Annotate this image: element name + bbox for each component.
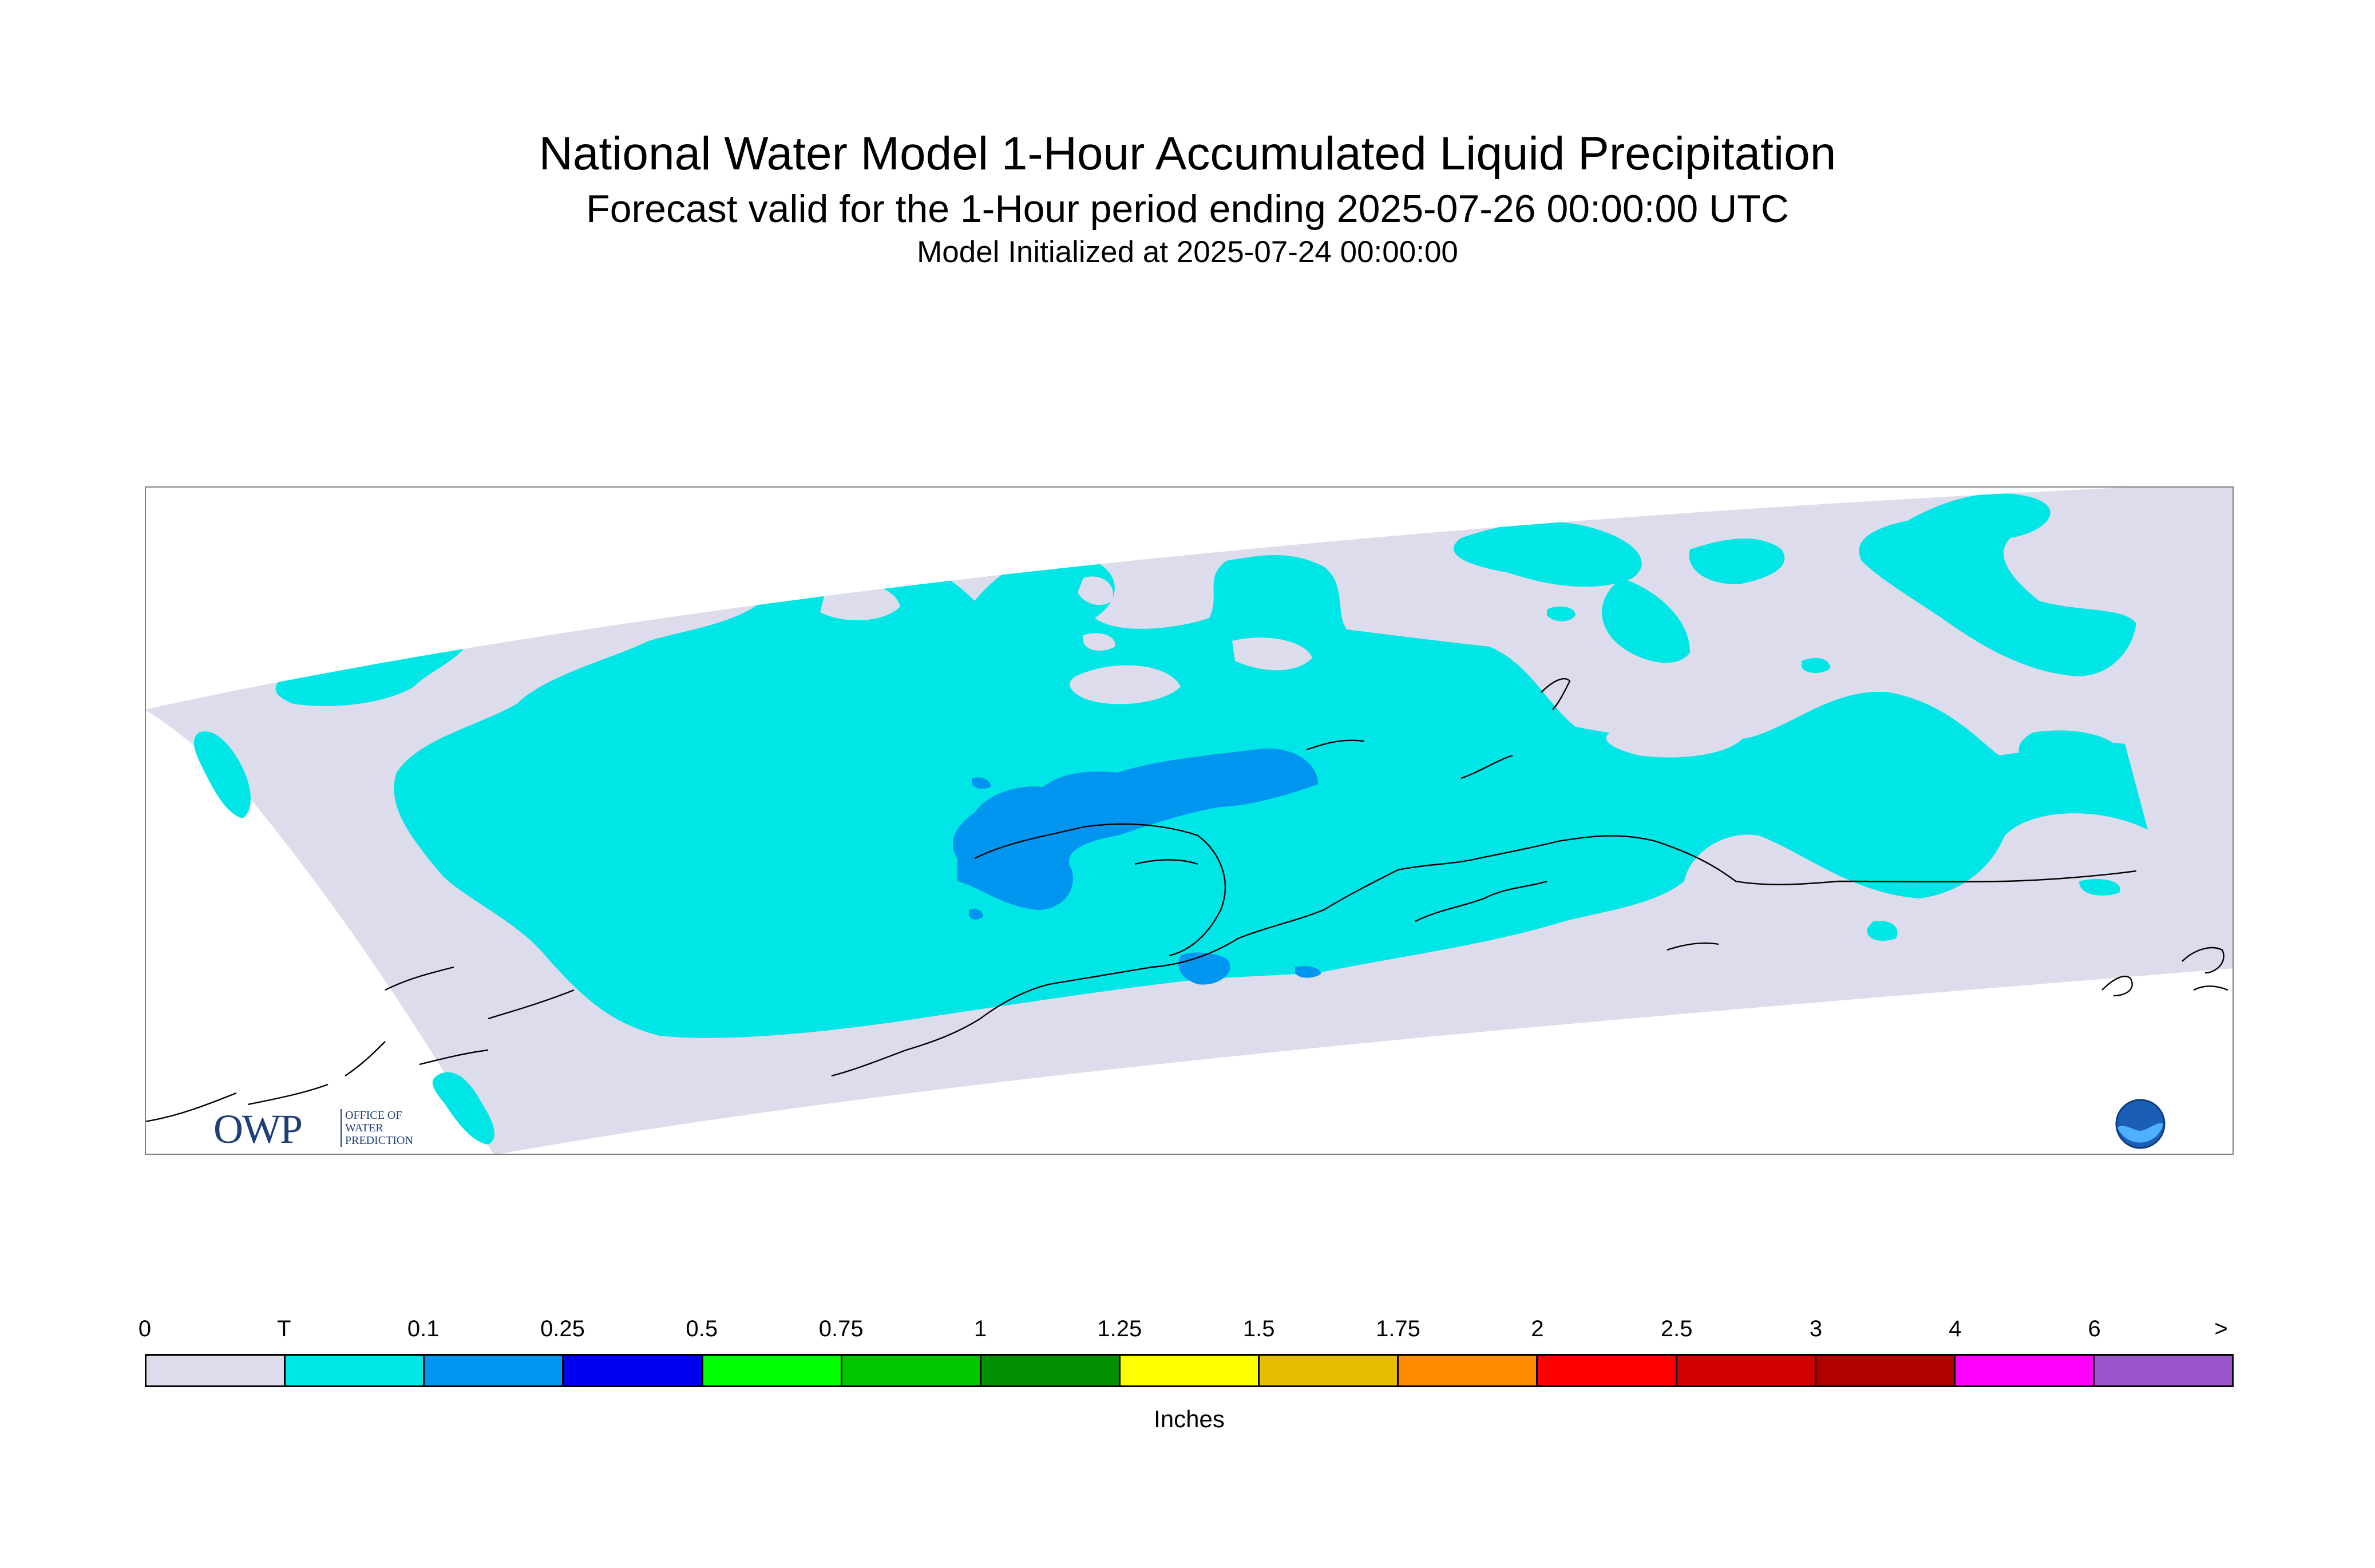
owp-logo: OWP OFFICE OF WATER PREDICTION: [213, 1106, 419, 1152]
model-init-line: Model Initialized at 2025-07-24 00:00:00: [917, 235, 1458, 269]
noaa-emblem-icon: [2115, 1099, 2166, 1149]
legend-swatch: [1399, 1356, 1538, 1385]
outside-domain-left: [145, 710, 494, 1155]
coastline: [145, 678, 2228, 1123]
legend-swatch: [1955, 1356, 2095, 1385]
map-canvas: [145, 486, 2234, 1155]
precip-light-areas: [952, 749, 1321, 985]
legend-label: 1.25: [1097, 1316, 1142, 1341]
legend-label: >: [2214, 1316, 2228, 1341]
legend-labels: 0 T 0.1 0.25 0.5 0.75 1 1.25 1.5 1.75 2 …: [138, 1316, 2234, 1351]
legend-label: 3: [1809, 1316, 1823, 1341]
legend-swatch: [1120, 1356, 1260, 1385]
legend-swatch: [564, 1356, 703, 1385]
legend-swatch: [842, 1356, 981, 1385]
legend-unit-label: Inches: [1154, 1405, 1225, 1432]
legend-label: 4: [1949, 1316, 1962, 1341]
legend-label: 0.1: [407, 1316, 440, 1341]
legend-swatch: [981, 1356, 1121, 1385]
legend-label: 0.5: [686, 1316, 718, 1341]
legend-label: 1: [973, 1316, 987, 1341]
legend-swatch: [1677, 1356, 1816, 1385]
legend-color-bar: [145, 1354, 2234, 1387]
owp-logo-mark: OWP: [213, 1106, 303, 1152]
legend-label: 0.25: [540, 1316, 585, 1341]
precipitation-map: OWP OFFICE OF WATER PREDICTION: [145, 486, 2234, 1155]
legend-label: 0: [138, 1316, 152, 1341]
legend-swatch: [1816, 1356, 1956, 1385]
forecast-valid-subtitle: Forecast valid for the 1-Hour period end…: [586, 187, 1789, 231]
legend-label: 2: [1531, 1316, 1544, 1341]
legend-swatch: [425, 1356, 564, 1385]
legend-swatch: [1538, 1356, 1677, 1385]
legend-swatch: [703, 1356, 842, 1385]
map-border: [145, 486, 2234, 1155]
legend-swatch: [2094, 1356, 2232, 1385]
legend-label: 2.5: [1660, 1316, 1693, 1341]
legend-swatch: [286, 1356, 425, 1385]
legend-label: 1.5: [1242, 1316, 1275, 1341]
noaa-logo: [2115, 1099, 2166, 1149]
precip-legend: 0 T 0.1 0.25 0.5 0.75 1 1.25 1.5 1.75 2 …: [138, 1316, 2234, 1432]
page-title: National Water Model 1-Hour Accumulated …: [539, 128, 1836, 180]
legend-label: T: [277, 1316, 291, 1341]
owp-logo-text: OFFICE OF WATER PREDICTION: [341, 1109, 431, 1147]
legend-swatch: [147, 1356, 286, 1385]
legend-label: 6: [2088, 1316, 2101, 1341]
legend-swatch: [1260, 1356, 1399, 1385]
legend-label: 1.75: [1376, 1316, 1420, 1341]
legend-label: 0.75: [818, 1316, 864, 1341]
